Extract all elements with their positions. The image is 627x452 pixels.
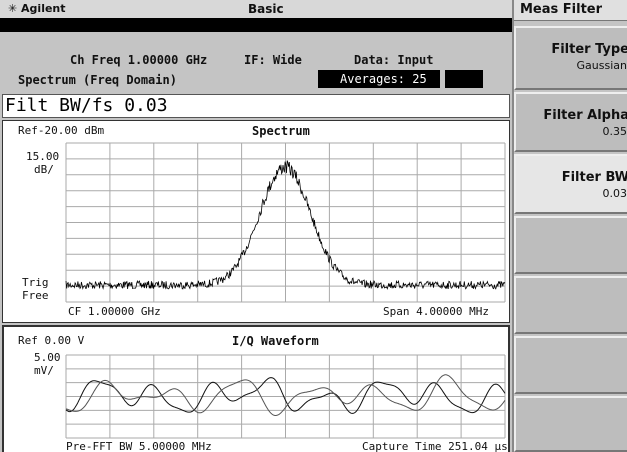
ch-freq: Ch Freq 1.00000 GHz xyxy=(70,53,208,67)
data-source: Data: Input xyxy=(354,53,434,67)
entry-label: Filt BW/fs xyxy=(5,95,114,116)
menu-header xyxy=(514,0,627,21)
brand-text: Agilent xyxy=(21,2,66,15)
softkey-value: 0.35 xyxy=(602,125,627,138)
message-bar xyxy=(0,18,512,32)
spectrum-ref: Ref-20.00 dBm xyxy=(18,124,105,137)
softkey-value: Gaussian xyxy=(576,59,627,72)
spectrum-scale: 15.00 xyxy=(26,150,60,163)
softkey-value: 0.03 xyxy=(602,187,627,200)
spectrum-title: Spectrum xyxy=(252,124,310,138)
spectrum-scale-unit: dB/ xyxy=(34,163,54,176)
center-freq: CF 1.00000 GHz xyxy=(68,305,161,318)
mode: Basic xyxy=(248,2,284,16)
menu-title: Meas Filter xyxy=(520,2,603,17)
softkey[interactable]: Filter Alpha 0.35 xyxy=(514,92,627,152)
iq-scale-unit: mV/ xyxy=(34,364,54,377)
softkey-label: Filter Type xyxy=(551,42,627,57)
capture-time: Capture Time 251.04 µs xyxy=(362,440,508,452)
menu-divider xyxy=(512,0,514,452)
iq-title: I/Q Waveform xyxy=(232,334,319,348)
indicator-box xyxy=(445,70,483,88)
softkey-label: Filter Alpha xyxy=(543,108,627,123)
iq-ref: Ref 0.00 V xyxy=(18,334,85,347)
softkey[interactable] xyxy=(514,276,627,334)
view: Spectrum (Freq Domain) xyxy=(18,73,177,87)
entry: Filt BW/fs 0.03 xyxy=(5,95,168,116)
trig-mode: Free xyxy=(22,289,49,302)
softkey-label: Filter BW xyxy=(561,170,627,185)
trig: Trig xyxy=(22,276,49,289)
spectrum-trace xyxy=(65,160,506,290)
softkey[interactable]: Filter BW 0.03 xyxy=(514,154,627,214)
averages: Averages: 25 xyxy=(340,72,427,86)
brand: ✳ Agilent xyxy=(8,2,66,15)
softkey[interactable]: Filter Type Gaussian xyxy=(514,26,627,90)
averages-box xyxy=(318,70,440,88)
top-bar xyxy=(0,0,512,18)
plots xyxy=(65,142,506,439)
span: Span 4.00000 MHz xyxy=(383,305,489,318)
q-trace xyxy=(65,374,506,416)
softkey[interactable] xyxy=(514,216,627,274)
softkey[interactable] xyxy=(514,396,627,452)
spectrum-panel xyxy=(2,120,510,323)
softkey[interactable] xyxy=(514,336,627,394)
iq-scale: 5.00 xyxy=(34,351,61,364)
entry-value: 0.03 xyxy=(124,95,168,116)
entry-box xyxy=(2,94,510,118)
i-trace xyxy=(65,377,506,414)
if-mode: IF: Wide xyxy=(244,53,302,67)
prefft-bw: Pre-FFT BW 5.00000 MHz xyxy=(66,440,212,452)
